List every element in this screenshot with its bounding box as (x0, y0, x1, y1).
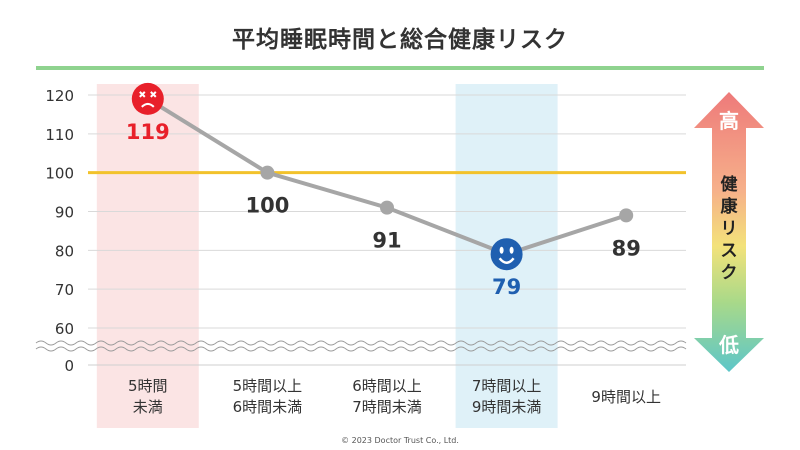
risk-label-char: 康 (721, 196, 739, 217)
data-label: 119 (126, 120, 170, 144)
data-point (260, 165, 275, 180)
risk-label-char: ス (721, 241, 738, 261)
risk-low-label: 低 (718, 333, 739, 357)
axis-break-line (35, 340, 687, 346)
risk-label-char: ク (721, 263, 738, 283)
copyright-credit: © 2023 Doctor Trust Co., Ltd. (341, 436, 459, 445)
y-tick-label: 90 (55, 204, 74, 222)
y-tick-label: 80 (55, 242, 74, 260)
x-category-label: 5時間以上 (233, 377, 303, 395)
x-category-label: 9時間未満 (472, 398, 542, 416)
y-tick-label: 60 (55, 320, 74, 338)
y-tick-label: 0 (64, 357, 74, 375)
x-category-label: 5時間 (128, 377, 168, 395)
title-divider (36, 66, 764, 70)
x-category-label: 6時間未満 (233, 398, 303, 416)
risk-label-char: リ (721, 219, 738, 239)
smiley-face-icon (490, 238, 523, 271)
y-tick-label: 120 (45, 87, 74, 105)
chart-title: 平均睡眠時間と総合健康リスク (232, 27, 568, 53)
x-category-label: 未満 (133, 398, 163, 416)
data-label: 79 (492, 275, 521, 299)
risk-label-char: 健 (721, 174, 738, 195)
x-category-label: 7時間以上 (472, 377, 542, 395)
sad-face-icon (131, 82, 164, 115)
highlight-band-bad (96, 84, 199, 428)
data-point (380, 200, 394, 215)
risk-vertical-label: 健康リスク (721, 174, 739, 283)
y-tick-label: 110 (45, 126, 74, 144)
data-label: 89 (612, 236, 641, 260)
data-point (619, 208, 634, 223)
y-tick-label: 70 (55, 281, 74, 299)
axis-break-line (35, 346, 687, 352)
risk-high-label: 高 (719, 109, 739, 133)
x-category-label: 7時間未満 (352, 398, 422, 416)
data-label: 91 (372, 229, 401, 253)
data-label: 100 (245, 194, 289, 218)
risk-arrow-shape (694, 92, 764, 372)
x-category-label: 6時間以上 (352, 377, 422, 395)
y-tick-label: 100 (45, 165, 74, 183)
x-category-label: 9時間以上 (591, 388, 661, 406)
